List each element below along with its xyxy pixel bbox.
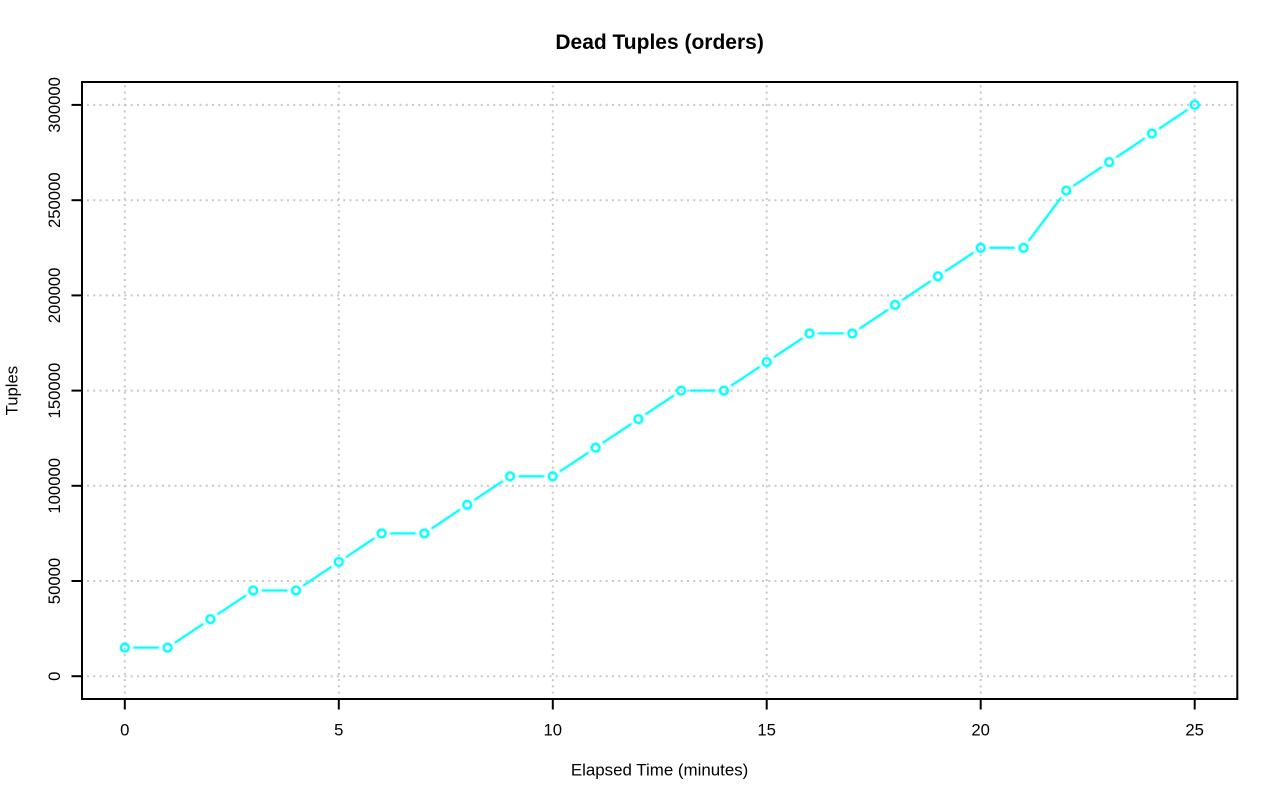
- svg-text:25: 25: [1185, 720, 1204, 739]
- svg-text:200000: 200000: [45, 268, 64, 324]
- svg-text:0: 0: [45, 672, 64, 681]
- svg-text:0: 0: [120, 720, 129, 739]
- svg-text:15: 15: [757, 720, 776, 739]
- svg-text:Dead Tuples (orders): Dead Tuples (orders): [555, 31, 763, 54]
- svg-text:250000: 250000: [45, 172, 64, 228]
- svg-text:Tuples: Tuples: [3, 366, 22, 415]
- svg-text:20: 20: [971, 720, 990, 739]
- svg-text:5: 5: [334, 720, 343, 739]
- svg-text:100000: 100000: [45, 458, 64, 514]
- svg-text:150000: 150000: [45, 363, 64, 419]
- svg-text:Elapsed Time (minutes): Elapsed Time (minutes): [571, 761, 748, 780]
- svg-text:300000: 300000: [45, 77, 64, 133]
- svg-text:50000: 50000: [45, 558, 64, 604]
- svg-text:10: 10: [544, 720, 563, 739]
